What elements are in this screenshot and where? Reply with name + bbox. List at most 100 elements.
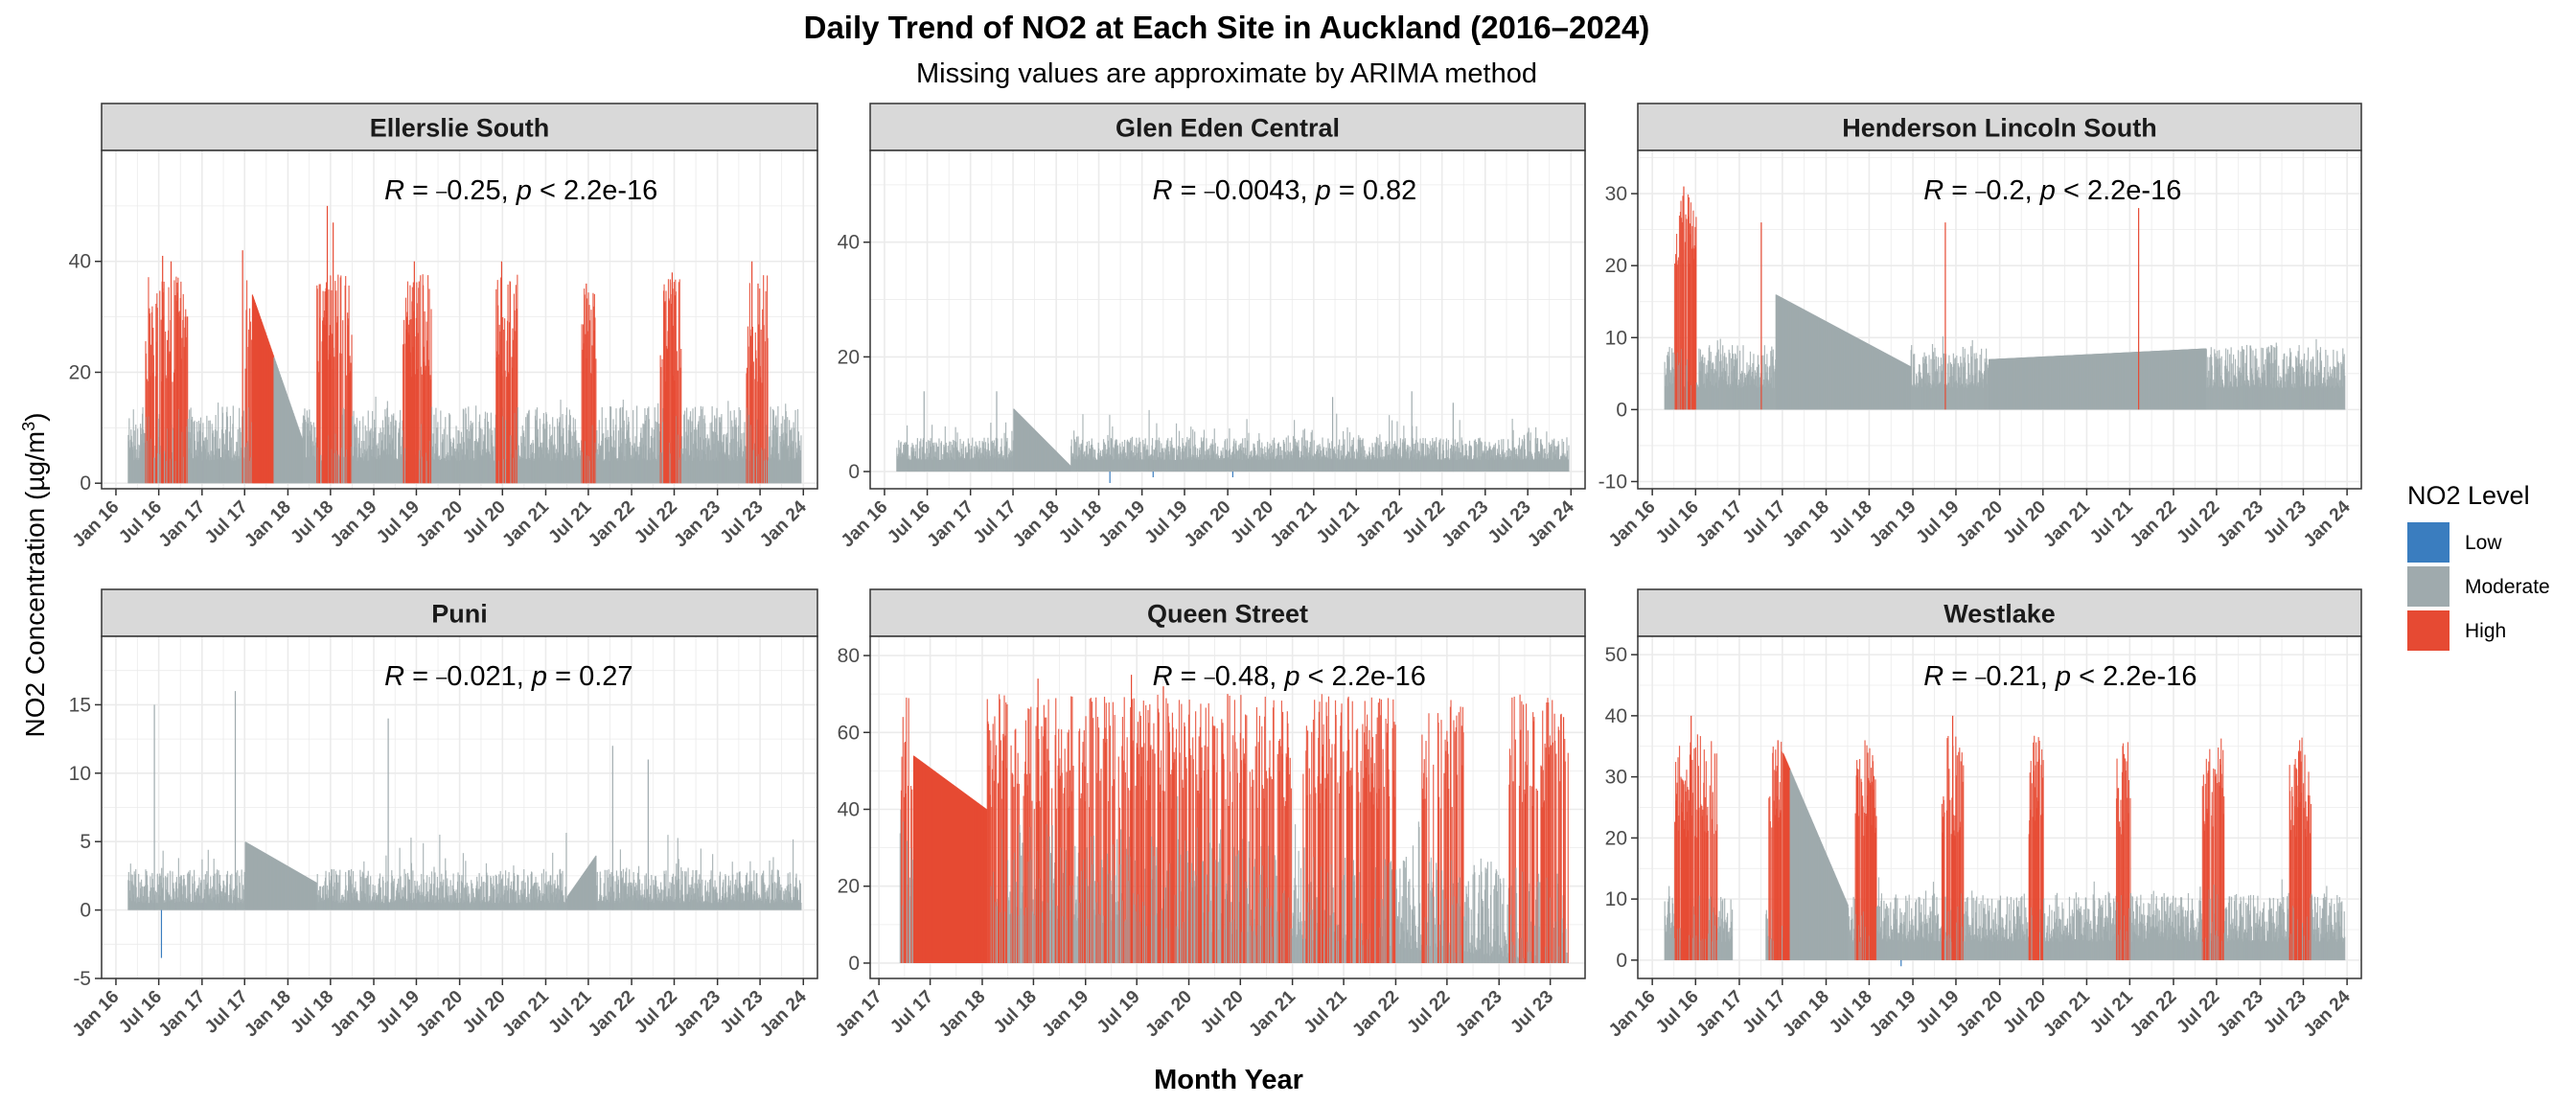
bar	[1173, 448, 1176, 472]
bar	[1501, 439, 1503, 472]
bar	[335, 322, 337, 484]
bar	[232, 405, 234, 484]
bar	[165, 876, 167, 910]
bar	[217, 869, 218, 910]
bar	[1082, 414, 1084, 472]
x-tick-label: Jan 18	[1009, 497, 1064, 552]
bar	[661, 358, 663, 484]
bar	[660, 367, 662, 484]
bar	[1077, 436, 1079, 472]
bar	[470, 421, 472, 484]
annotation-minus: –	[1975, 181, 1987, 202]
bar	[2211, 365, 2213, 410]
bar	[1975, 353, 1977, 410]
bar	[1429, 441, 1431, 472]
bar	[387, 425, 389, 484]
bar	[218, 870, 219, 910]
bar	[1362, 438, 1364, 472]
bar	[1112, 426, 1114, 472]
y-tick-label: -10	[1598, 471, 1627, 493]
bar	[727, 401, 729, 484]
strip-label-henderson-lincoln-south: Henderson Lincoln South	[1842, 114, 2157, 143]
bars-ellerslie-south	[127, 205, 802, 484]
bar	[992, 443, 994, 472]
bar	[213, 859, 215, 910]
bar	[2315, 338, 2317, 410]
bar	[2207, 356, 2209, 410]
bar	[990, 423, 992, 472]
bar	[763, 325, 765, 484]
bar	[716, 434, 719, 484]
annotation-henderson-lincoln-south: R = –0.2, p < 2.2e-16	[1923, 175, 2181, 206]
bar	[2230, 347, 2232, 410]
bar	[1678, 216, 1681, 410]
bar	[356, 417, 358, 484]
bar	[1303, 428, 1305, 472]
bar	[772, 410, 775, 484]
bar	[1274, 443, 1276, 472]
bar	[1714, 356, 1716, 410]
bar-peak	[1331, 397, 1334, 472]
bar	[1238, 445, 1240, 472]
bar	[201, 859, 203, 910]
bar-peak	[757, 283, 759, 484]
bar	[680, 349, 682, 484]
annotation-r-symbol: R	[384, 175, 404, 206]
bar-peak	[413, 261, 415, 484]
bar	[1173, 448, 1175, 472]
bar	[430, 406, 433, 484]
bar	[2218, 358, 2220, 410]
bar	[514, 310, 516, 484]
bar	[1553, 438, 1555, 472]
bar	[779, 436, 781, 484]
bar	[1126, 439, 1129, 472]
bar	[560, 400, 562, 484]
bar	[2325, 350, 2327, 410]
bar	[167, 873, 169, 910]
bar	[1931, 344, 1934, 410]
bar	[194, 892, 196, 910]
bar	[1414, 443, 1416, 472]
bar-peak	[1760, 222, 1762, 410]
bar	[362, 416, 364, 484]
bar	[1937, 356, 1940, 410]
bar	[1456, 442, 1458, 472]
grid-glen-eden-central	[870, 150, 1585, 489]
bar	[1144, 438, 1146, 472]
bar	[497, 354, 499, 484]
bar	[458, 430, 460, 484]
bar	[1956, 356, 1958, 410]
bar	[1188, 438, 1190, 472]
bar	[1732, 345, 1734, 410]
bar	[940, 441, 942, 472]
bar	[1148, 409, 1150, 472]
bar	[1965, 362, 1966, 410]
bar	[340, 353, 342, 484]
bar	[2242, 349, 2245, 410]
bar	[515, 285, 518, 484]
bar	[1361, 439, 1363, 472]
y-tick-label: 20	[69, 361, 91, 383]
bar	[426, 340, 428, 484]
bar	[230, 437, 232, 484]
bar	[152, 886, 154, 910]
bar	[305, 422, 307, 484]
bar	[1736, 345, 1738, 410]
bar	[159, 873, 161, 910]
bar	[2252, 350, 2254, 410]
bar	[916, 438, 918, 472]
bar	[1375, 436, 1378, 472]
bar	[448, 413, 450, 484]
bar	[1124, 439, 1126, 472]
bar	[350, 362, 352, 484]
bar	[433, 414, 435, 484]
bar	[602, 433, 604, 484]
bar	[1336, 413, 1338, 472]
bar	[762, 309, 764, 484]
bar	[928, 440, 930, 472]
bar	[1447, 440, 1450, 472]
bar	[403, 343, 405, 484]
bar	[437, 422, 439, 484]
